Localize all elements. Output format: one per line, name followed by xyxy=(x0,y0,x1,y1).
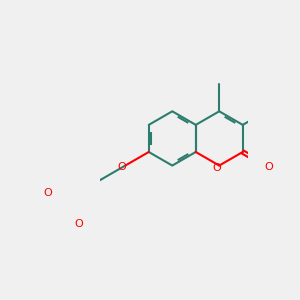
Text: O: O xyxy=(44,188,52,198)
Text: O: O xyxy=(118,161,126,172)
Text: O: O xyxy=(74,219,83,229)
Text: O: O xyxy=(212,163,221,173)
Text: O: O xyxy=(265,162,274,172)
